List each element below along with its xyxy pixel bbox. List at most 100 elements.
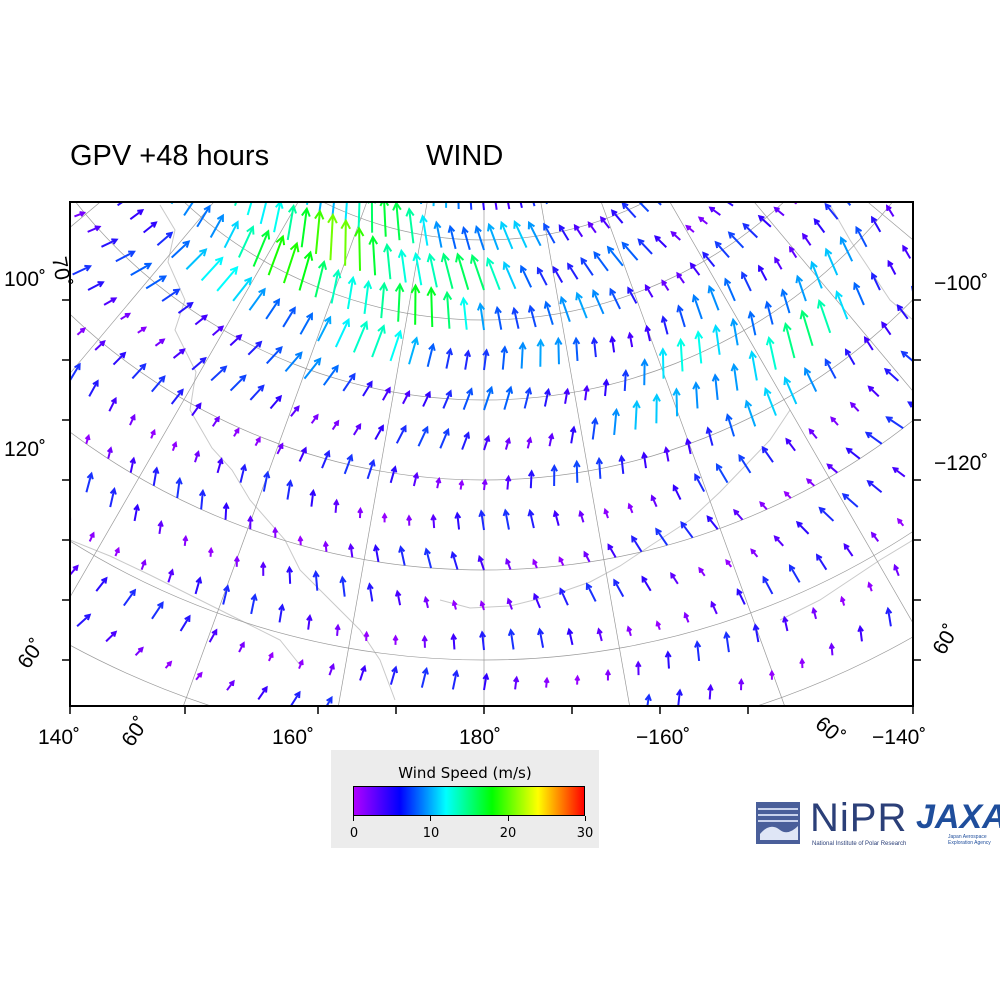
wind-arrow <box>730 362 739 391</box>
wind-arrow <box>527 220 542 247</box>
wind-arrow <box>229 374 247 392</box>
wind-arrow <box>532 558 538 569</box>
wind-arrow <box>660 315 669 335</box>
wind-arrow <box>708 206 721 216</box>
map-title: GPV +48 hours <box>70 140 270 172</box>
wind-arrow <box>170 388 184 405</box>
jaxa-logo: JAXA Japan Aerospace Exploration Agency <box>912 798 1000 850</box>
wind-arrow <box>676 304 686 328</box>
wind-arrow <box>907 401 913 408</box>
wind-arrow <box>354 226 365 271</box>
wind-arrow <box>533 592 541 609</box>
wind-arrow <box>694 640 702 662</box>
wind-arrow <box>478 509 486 531</box>
wind-arrow <box>744 399 757 427</box>
wind-arrow <box>828 642 835 656</box>
wind-arrow <box>476 302 486 331</box>
wind-arrow <box>635 660 642 676</box>
wind-arrow <box>585 582 597 602</box>
wind-arrow <box>655 527 669 546</box>
wind-arrow <box>801 232 812 246</box>
wind-arrow <box>265 297 281 320</box>
wind-arrow <box>305 202 309 206</box>
wind-arrow <box>548 432 555 447</box>
wind-arrow <box>506 597 513 610</box>
nipr-emblem-icon <box>756 802 800 844</box>
wind-arrow <box>602 378 610 397</box>
wind-arrow <box>627 331 634 348</box>
wind-arrow <box>572 336 581 362</box>
wind-arrow <box>392 202 402 241</box>
wind-arrow <box>843 542 854 557</box>
wind-arrow <box>278 603 286 623</box>
wind-arrow <box>759 501 768 511</box>
wind-arrow <box>109 487 117 508</box>
wind-arrow <box>156 231 174 247</box>
wind-arrow <box>697 216 708 225</box>
wind-arrow <box>423 595 430 609</box>
wind-arrow <box>788 245 798 259</box>
wind-arrow <box>527 469 535 489</box>
wind-arrow <box>866 479 883 494</box>
wind-arrow <box>282 241 300 284</box>
wind-arrow <box>462 387 474 410</box>
wind-arrow <box>342 372 356 392</box>
wind-arrow <box>663 446 670 462</box>
wind-arrow <box>232 276 253 302</box>
wind-arrow <box>422 390 431 407</box>
wind-arrow <box>195 671 203 681</box>
wind-arrow <box>573 223 584 238</box>
wind-arrow <box>552 265 564 283</box>
wind-arrow <box>689 262 701 276</box>
wind-arrow <box>451 599 458 610</box>
wind-arrow <box>536 338 545 367</box>
wind-arrow <box>191 356 207 371</box>
wind-arrow <box>574 674 581 685</box>
wind-arrow <box>664 650 672 669</box>
wind-arrow <box>211 415 220 427</box>
wind-arrow <box>773 206 785 217</box>
wind-arrow <box>834 290 849 320</box>
wind-arrow <box>175 476 183 499</box>
wind-arrow <box>844 348 856 366</box>
wind-arrow <box>286 565 294 584</box>
nipr-wordmark: NiPR <box>810 796 908 840</box>
wind-arrow <box>458 479 465 490</box>
wind-arrow <box>683 611 690 623</box>
wind-arrow <box>352 422 362 436</box>
wind-arrow <box>885 606 893 627</box>
wind-arrow <box>286 479 294 500</box>
legend-tick-label: 0 <box>349 826 359 841</box>
wind-arrow <box>824 247 839 276</box>
wind-arrow <box>621 241 639 261</box>
wind-arrow <box>527 304 537 328</box>
wind-arrow <box>300 206 311 248</box>
wind-arrow <box>839 236 854 262</box>
wind-arrow <box>117 202 125 207</box>
wind-arrow <box>226 679 235 691</box>
wind-arrow <box>870 531 880 542</box>
wind-arrow <box>885 416 904 429</box>
wind-arrow <box>839 595 846 606</box>
wind-arrow <box>87 281 105 291</box>
wind-arrow <box>481 478 488 491</box>
wind-arrow <box>172 348 186 359</box>
wind-arrow <box>383 242 393 280</box>
wind-arrow <box>389 465 398 484</box>
wind-arrow <box>103 297 118 306</box>
wind-arrow <box>330 268 342 304</box>
wind-arrow <box>637 238 653 255</box>
wind-arrow <box>644 693 652 706</box>
wind-arrow <box>504 474 512 490</box>
wind-arrow <box>658 347 668 379</box>
wind-arrow <box>618 454 626 474</box>
lon-label-120: 120˚ <box>4 438 46 461</box>
wind-arrow <box>676 337 686 372</box>
wind-arrow <box>331 419 340 431</box>
wind-arrow <box>604 669 611 681</box>
wind-arrow <box>389 329 403 362</box>
wind-arrow <box>333 498 340 513</box>
wind-arrow <box>357 506 364 519</box>
wind-arrow <box>459 296 469 330</box>
wind-arrow <box>76 613 92 628</box>
